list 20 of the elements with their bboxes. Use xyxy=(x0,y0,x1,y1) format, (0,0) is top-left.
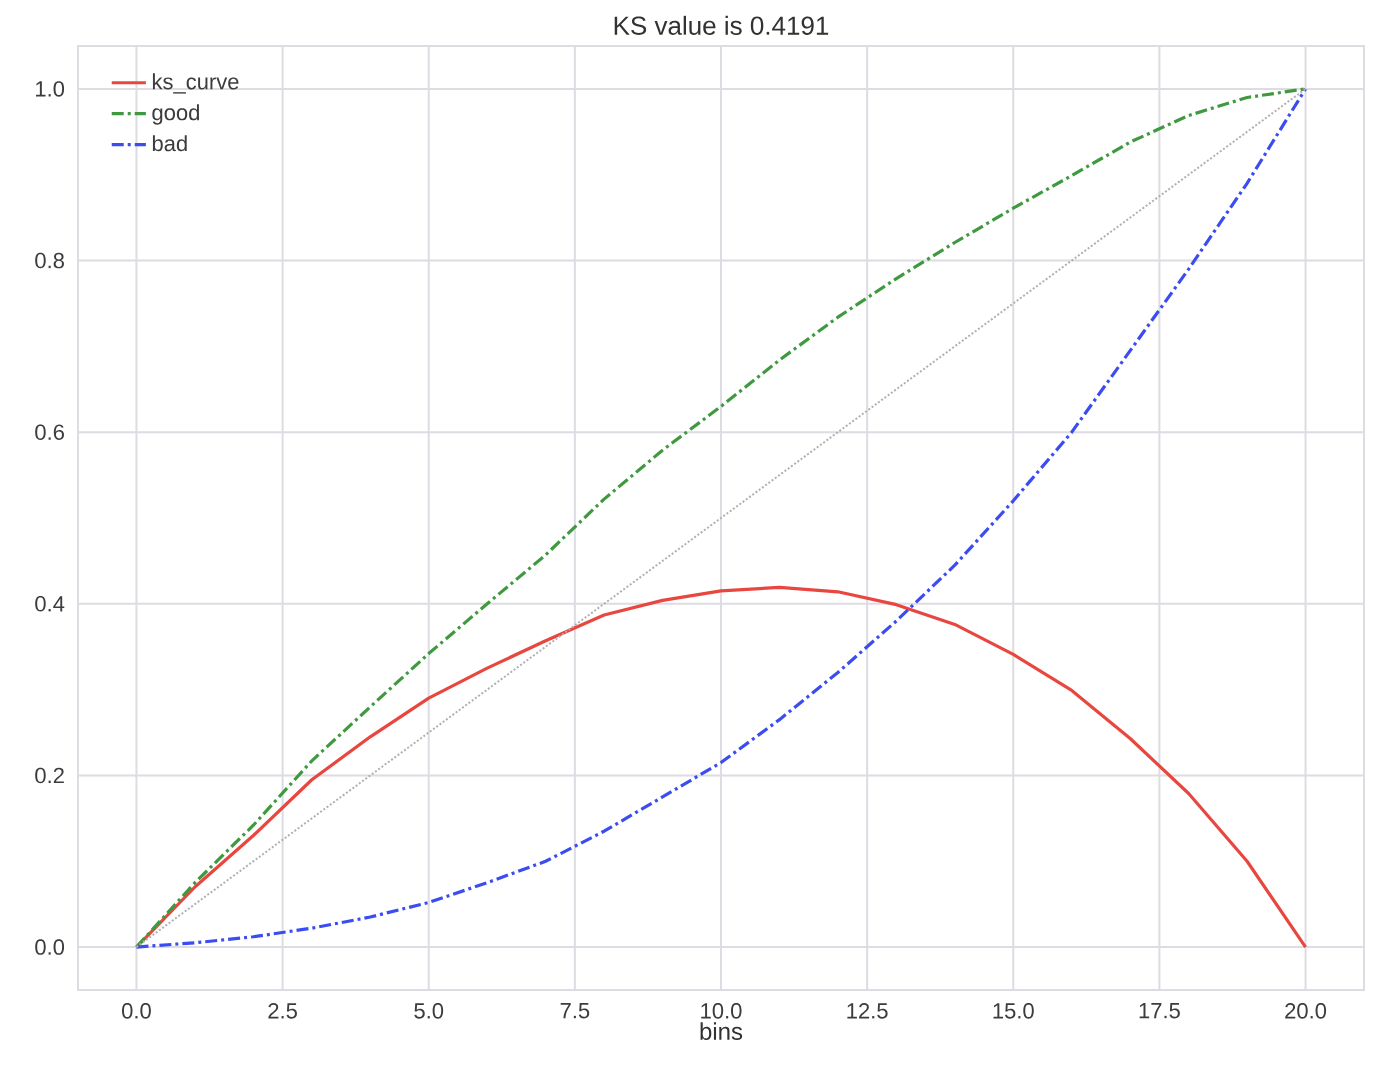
y-tick-label: 0.0 xyxy=(35,939,65,955)
x-axis-title: bins xyxy=(700,1022,743,1040)
x-tick-label: 15.0 xyxy=(993,1003,1034,1019)
y-tick-label: 0.6 xyxy=(35,424,64,440)
x-tick-label: 7.5 xyxy=(560,1003,590,1019)
y-tick-label: 0.8 xyxy=(35,252,64,269)
x-tick-label: 12.5 xyxy=(847,1003,888,1019)
legend-label: bad xyxy=(152,135,187,152)
y-tick-label: 1.0 xyxy=(36,81,65,97)
x-tick-label: 20.0 xyxy=(1285,1003,1327,1019)
x-tick-label: 10.0 xyxy=(701,1003,742,1019)
legend-label: ks_curve xyxy=(152,73,239,94)
x-tick-label: 5.0 xyxy=(414,1003,444,1019)
x-tick-label: 2.5 xyxy=(268,1003,297,1019)
y-tick-label: 0.4 xyxy=(35,596,65,612)
chart-title: KS value is 0.4191 xyxy=(614,15,829,35)
y-tick-label: 0.2 xyxy=(35,767,64,784)
x-tick-label: 17.5 xyxy=(1139,1003,1180,1019)
legend-label: good xyxy=(152,104,199,125)
x-tick-label: 0.0 xyxy=(122,1003,151,1019)
